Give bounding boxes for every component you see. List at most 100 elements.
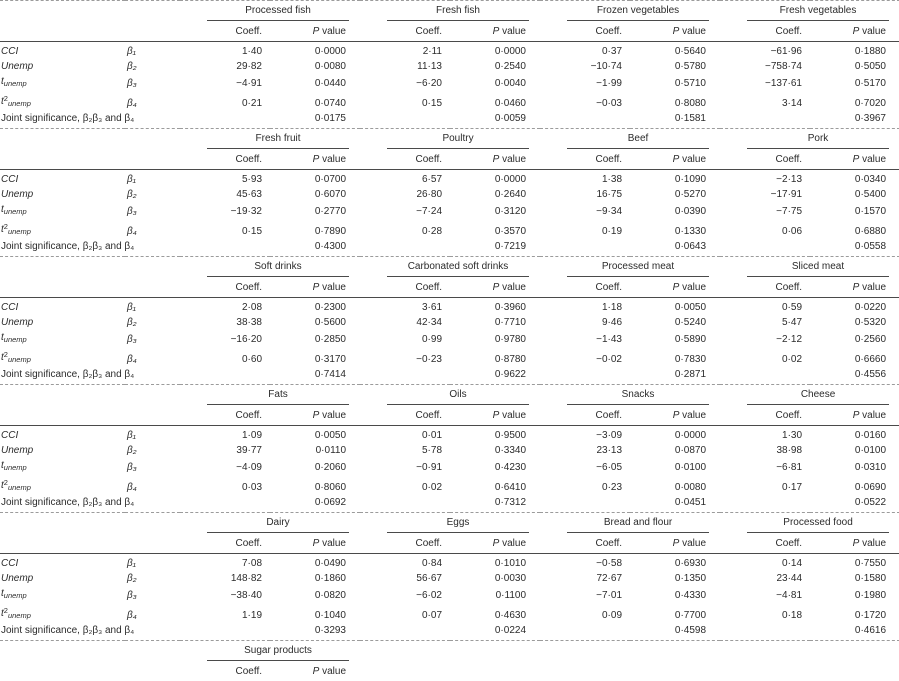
row-label: tunemp (1, 588, 27, 600)
coeff-column-header: Coeff. (180, 150, 270, 170)
pvalue-value: 0·4630 (494, 610, 527, 621)
row-label: Unemp (1, 445, 34, 456)
joint-significance-label: Joint significance, β₂β₃ and β₄ (1, 497, 135, 508)
category-row-spacer (0, 1, 180, 23)
pvalue-value: 0·0740 (314, 98, 346, 109)
row-label: tunemp (1, 332, 27, 344)
coeff-value: −0·23 (416, 354, 442, 365)
beta-label: β₃ (127, 206, 137, 217)
category-title: Carbonated soft drinks (387, 261, 529, 277)
pvalue-value: 0·2300 (314, 302, 346, 313)
joint-pvalue: 0·0558 (854, 241, 887, 252)
pvalue-column-header: P value (270, 22, 360, 42)
coeff-value: 56·67 (416, 573, 442, 584)
pvalue-value: 0·1570 (854, 206, 887, 217)
empty-cell (180, 111, 270, 128)
category-header: Eggs (360, 513, 540, 535)
pvalue-value: 0·7020 (854, 98, 886, 109)
coeff-value: 0·23 (602, 482, 623, 493)
pvalue-value: 0·5710 (674, 78, 706, 89)
category-row-spacer (0, 385, 180, 407)
row-label: CCI (1, 558, 19, 569)
category-title: Sugar products (207, 645, 350, 661)
coeff-value: 72·67 (596, 573, 623, 584)
coeff-value: 148·82 (230, 573, 262, 584)
empty-cell (360, 239, 450, 256)
pvalue-column-header: P value (810, 534, 899, 554)
joint-pvalue: 0·0522 (854, 497, 887, 508)
coeff-value: −137·61 (765, 78, 802, 89)
beta-label: β₂ (127, 445, 137, 456)
column-header-spacer (0, 150, 180, 170)
empty-cell (360, 662, 450, 681)
coeff-value: 9·46 (601, 317, 622, 328)
coeff-column-header: Coeff. (360, 22, 450, 42)
beta-label: β₁ (127, 430, 136, 441)
row-label: Unemp (1, 61, 34, 72)
pvalue-value: 0·0080 (314, 61, 346, 72)
joint-pvalue: 0·2871 (674, 369, 707, 380)
category-row-spacer (0, 129, 180, 151)
coeff-value: 0·14 (782, 558, 803, 569)
joint-pvalue: 0·4300 (314, 241, 347, 252)
category-header: Carbonated soft drinks (360, 257, 540, 279)
coeff-value: 0·02 (782, 354, 803, 365)
category-header: Processed food (720, 513, 899, 535)
coeff-value: 0·15 (241, 226, 262, 237)
coeff-column-header: Coeff. (540, 22, 630, 42)
coeff-column-header: Coeff. (540, 406, 631, 426)
pvalue-value: 0·0000 (674, 430, 707, 441)
coeff-value: −2·12 (776, 334, 803, 345)
category-header: Sugar products (180, 641, 360, 663)
beta-label: β₄ (127, 226, 137, 237)
category-title: Eggs (387, 517, 530, 533)
coeff-value: 0·21 (241, 98, 262, 109)
pvalue-value: 0·3120 (494, 206, 527, 217)
category-header: Bread and flour (540, 513, 720, 535)
pvalue-column-header: P value (450, 406, 541, 426)
coeff-value: −6·81 (776, 462, 803, 473)
joint-pvalue: 0·4598 (674, 625, 707, 636)
pvalue-value: 0·2560 (854, 334, 887, 345)
pvalue-value: 0·7700 (674, 610, 707, 621)
category-header: Processed fish (180, 1, 360, 23)
category-header: Dairy (180, 513, 360, 535)
pvalue-value: 0·2060 (314, 462, 347, 473)
coeff-value: −7·01 (596, 590, 623, 601)
coeff-value: −6·02 (416, 590, 442, 601)
empty-cell (540, 239, 630, 256)
pvalue-value: 0·6880 (854, 226, 887, 237)
empty-cell (180, 623, 270, 640)
table-block-2: Fresh fruit Poultry Beef Pork Coeff. P value C… (0, 128, 899, 256)
pvalue-value: 0·1880 (854, 46, 886, 57)
coeff-value: 11·13 (417, 61, 442, 72)
empty-cell (360, 367, 450, 384)
beta-label: β₃ (127, 78, 137, 89)
category-row-spacer (0, 641, 180, 663)
coeff-value: 0·15 (421, 98, 442, 109)
pvalue-value: 0·0870 (674, 445, 707, 456)
category-header: Beef (540, 129, 720, 151)
coeff-value: 0·06 (782, 226, 803, 237)
coeff-value: 23·44 (776, 573, 803, 584)
pvalue-value: 0·0030 (494, 573, 527, 584)
pvalue-value: 0·0000 (314, 46, 346, 57)
coeff-column-header: Coeff. (720, 278, 811, 298)
empty-cell (720, 239, 810, 256)
row-label: Unemp (1, 189, 34, 200)
empty-cell (810, 662, 899, 681)
empty-cell (540, 111, 630, 128)
joint-pvalue: 0·1581 (674, 113, 706, 124)
pvalue-value: 0·0050 (314, 430, 347, 441)
pvalue-column-header: P value (270, 662, 361, 681)
coeff-value: 5·47 (782, 317, 803, 328)
empty-cell (360, 495, 450, 512)
coeff-value: 5·78 (422, 445, 443, 456)
row-label: tunemp (1, 460, 27, 472)
pvalue-value: 0·6070 (314, 189, 347, 200)
empty-cell (450, 662, 540, 681)
coeff-value: 0·17 (782, 482, 803, 493)
beta-label: β₂ (127, 61, 137, 72)
pvalue-column-header: P value (270, 278, 360, 298)
coeff-value: −2·13 (776, 174, 803, 185)
